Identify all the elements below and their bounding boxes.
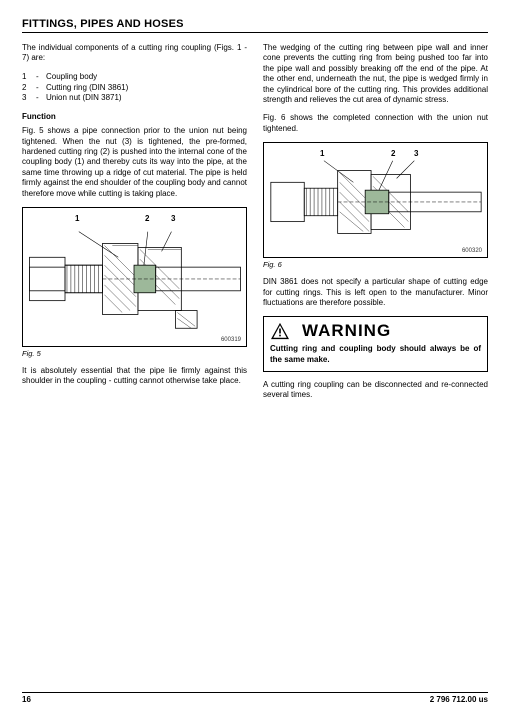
- figure-5: 1 2 3 600319: [22, 207, 247, 347]
- din-para: DIN 3861 does not specify a particular s…: [263, 277, 488, 308]
- item-dash: -: [36, 93, 46, 104]
- figure-5-caption: Fig. 5: [22, 349, 247, 358]
- page-number: 16: [22, 695, 31, 704]
- fig-label-2: 2: [145, 214, 149, 223]
- function-heading: Function: [22, 112, 247, 121]
- figure-6-svg: [264, 143, 487, 257]
- warning-box: WARNING Cutting ring and coupling body s…: [263, 316, 488, 372]
- warning-text: Cutting ring and coupling body should al…: [270, 344, 481, 365]
- last-para: A cutting ring coupling can be disconnec…: [263, 380, 488, 401]
- fig-label-2: 2: [391, 149, 395, 158]
- item-num: 1: [22, 72, 36, 83]
- left-column: The individual components of a cutting r…: [22, 43, 247, 409]
- essential-para: It is absolutely essential that the pipe…: [22, 366, 247, 387]
- figure-code: 600320: [462, 248, 482, 254]
- item-label: Cutting ring (DIN 3861): [46, 83, 128, 94]
- fig-label-1: 1: [75, 214, 79, 223]
- list-item: 2 - Cutting ring (DIN 3861): [22, 83, 247, 94]
- warning-word: WARNING: [302, 321, 391, 341]
- fig-label-3: 3: [171, 214, 175, 223]
- list-item: 3 - Union nut (DIN 3871): [22, 93, 247, 104]
- item-label: Coupling body: [46, 72, 97, 83]
- intro-para: The individual components of a cutting r…: [22, 43, 247, 64]
- fig-label-1: 1: [320, 149, 324, 158]
- item-dash: -: [36, 83, 46, 94]
- item-label: Union nut (DIN 3871): [46, 93, 122, 104]
- component-list: 1 - Coupling body 2 - Cutting ring (DIN …: [22, 72, 247, 104]
- figure-6: 1 2 3 600320: [263, 142, 488, 258]
- warning-triangle-icon: [270, 322, 290, 340]
- page-footer: 16 2 796 712.00 us: [22, 692, 488, 704]
- content-columns: The individual components of a cutting r…: [22, 43, 488, 409]
- warning-header: WARNING: [270, 321, 481, 341]
- fig6-intro: Fig. 6 shows the completed connection wi…: [263, 113, 488, 134]
- list-item: 1 - Coupling body: [22, 72, 247, 83]
- item-num: 2: [22, 83, 36, 94]
- function-para: Fig. 5 shows a pipe connection prior to …: [22, 126, 247, 199]
- fig-label-3: 3: [414, 149, 418, 158]
- item-num: 3: [22, 93, 36, 104]
- wedging-para: The wedging of the cutting ring between …: [263, 43, 488, 105]
- right-column: The wedging of the cutting ring between …: [263, 43, 488, 409]
- page-title: FITTINGS, PIPES AND HOSES: [22, 18, 488, 33]
- figure-code: 600319: [221, 337, 241, 343]
- figure-6-caption: Fig. 6: [263, 260, 488, 269]
- doc-number: 2 796 712.00 us: [430, 695, 488, 704]
- figure-5-svg: [23, 208, 246, 346]
- item-dash: -: [36, 72, 46, 83]
